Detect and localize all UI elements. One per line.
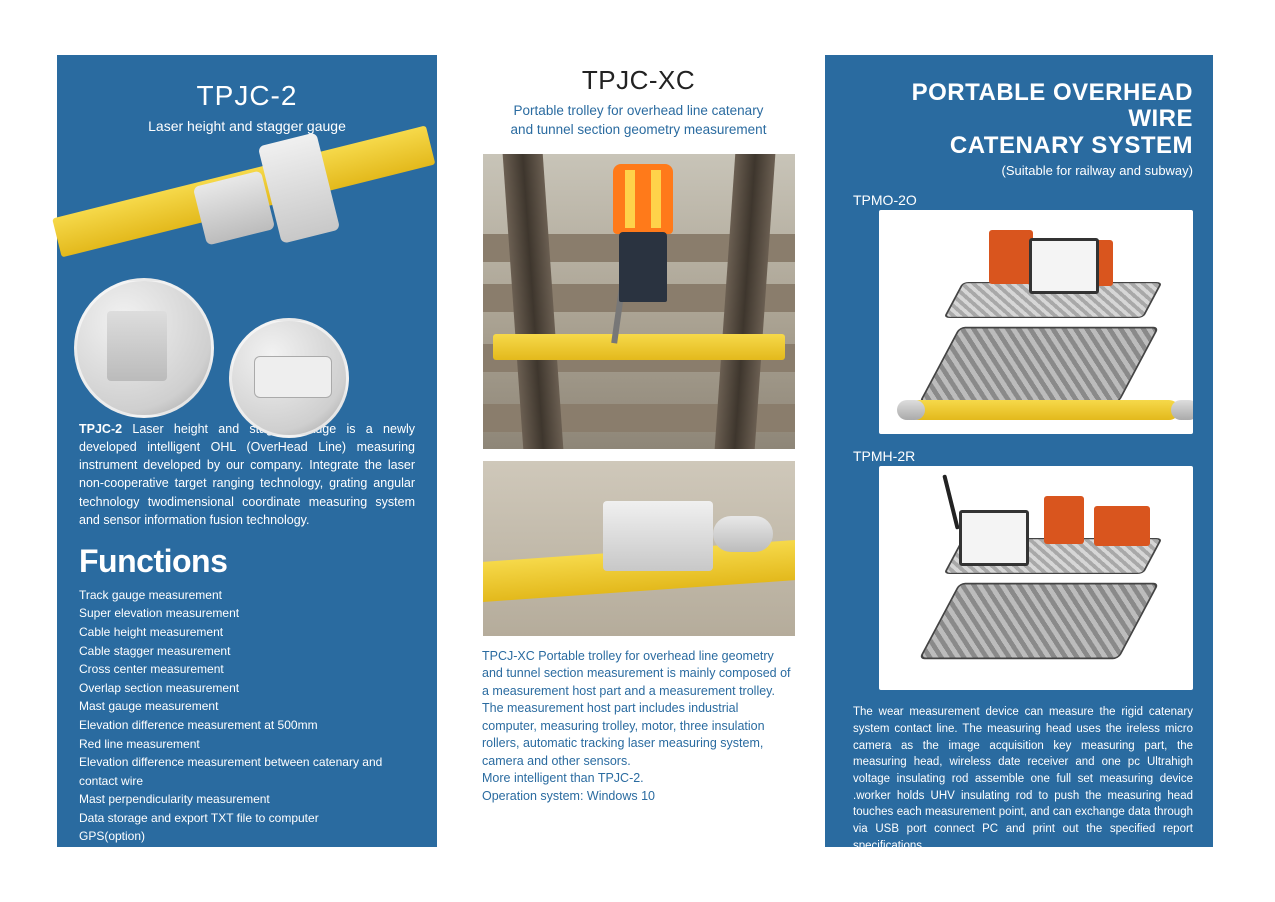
product1-image — [879, 210, 1193, 434]
mid-subtitle: Portable trolley for overhead line caten… — [482, 102, 795, 140]
antenna — [942, 475, 959, 530]
sensor-box — [603, 501, 713, 571]
brochure-page: TPJC-2 Laser height and stagger gauge TP… — [57, 55, 1217, 847]
product1-label: TPMO-2O — [853, 192, 1193, 208]
right-title-line1: PORTABLE OVERHEAD WIRE — [912, 79, 1193, 132]
mid-product-image-1 — [483, 154, 795, 449]
functions-heading: Functions — [79, 543, 415, 580]
orange-block — [1044, 496, 1084, 544]
panel-tpjc-2: TPJC-2 Laser height and stagger gauge TP… — [57, 55, 437, 847]
function-item: Data storage and export TXT file to comp… — [79, 809, 415, 828]
panel-catenary-system: PORTABLE OVERHEAD WIRE CATENARY SYSTEM (… — [825, 55, 1213, 847]
product2-image — [879, 466, 1193, 690]
function-item: Track gauge measurement — [79, 586, 415, 605]
rod-tip — [897, 400, 925, 420]
right-title-line2: CATENARY SYSTEM — [950, 132, 1193, 159]
insulating-rod — [909, 400, 1179, 420]
function-item: Elevation difference measurement at 500m… — [79, 716, 415, 735]
carry-case — [919, 583, 1160, 660]
worker-legs — [619, 232, 667, 302]
orange-block — [1094, 506, 1150, 546]
worker-figure — [603, 154, 683, 304]
left-title: TPJC-2 — [79, 80, 415, 112]
function-item: Elevation difference measurement between… — [79, 753, 415, 790]
left-subtitle: Laser height and stagger gauge — [79, 118, 415, 134]
carry-case — [919, 327, 1160, 404]
sensor-cylinder — [713, 516, 773, 552]
right-title: PORTABLE OVERHEAD WIRE CATENARY SYSTEM — [853, 80, 1193, 159]
function-item: Mast perpendicularity measurement — [79, 790, 415, 809]
detail-circle-2 — [229, 318, 349, 438]
function-item: Overlap section measurement — [79, 679, 415, 698]
screen-device — [1029, 238, 1099, 294]
mid-product-image-2 — [483, 461, 795, 636]
mid-title: TPJC-XC — [482, 65, 795, 96]
panel-tpjc-xc: TPJC-XC Portable trolley for overhead li… — [437, 55, 825, 847]
function-item: Cable stagger measurement — [79, 642, 415, 661]
left-product-image — [79, 148, 415, 412]
function-item: Cross center measurement — [79, 660, 415, 679]
function-item: Super elevation measurement — [79, 604, 415, 623]
right-description: The wear measurement device can measure … — [853, 704, 1193, 854]
desc-body: Laser height and stagger gauge is a newl… — [79, 422, 415, 527]
left-description: TPJC-2 Laser height and stagger gauge is… — [79, 420, 415, 529]
orange-block — [989, 230, 1033, 284]
desc-model-bold: TPJC-2 — [79, 422, 122, 436]
worker-vest — [613, 164, 673, 234]
function-item: Red line measurement — [79, 735, 415, 754]
function-item: Cable height measurement — [79, 623, 415, 642]
functions-list: Track gauge measurement Super elevation … — [79, 586, 415, 846]
trolley-bar — [493, 334, 785, 360]
function-item: GPS(option) — [79, 827, 415, 846]
function-item: Mast gauge measurement — [79, 697, 415, 716]
right-subtitle: (Suitable for railway and subway) — [853, 163, 1193, 178]
product2-label: TPMH-2R — [853, 448, 1193, 464]
mid-description: TPCJ-XC Portable trolley for overhead li… — [482, 648, 795, 806]
detail-circle-1 — [74, 278, 214, 418]
screen-device — [959, 510, 1029, 566]
rod-tip — [1171, 400, 1193, 420]
